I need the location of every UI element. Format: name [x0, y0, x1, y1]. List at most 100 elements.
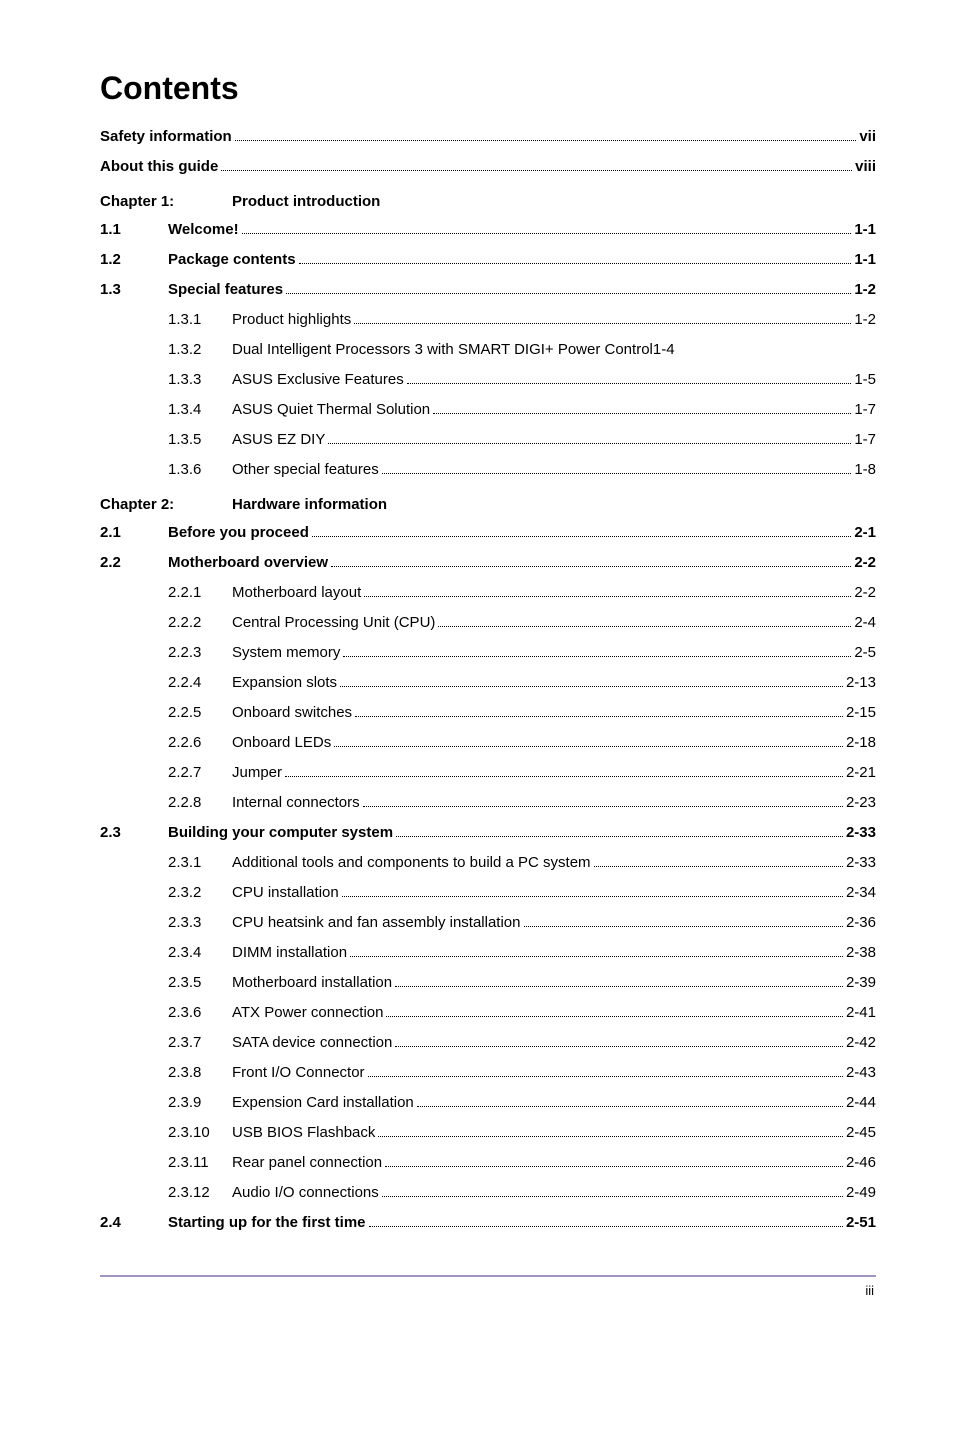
toc-page: 1-4 [653, 338, 675, 362]
toc-label: Additional tools and components to build… [232, 851, 591, 875]
toc-subsection-number: 1.3.5 [168, 428, 232, 452]
toc-page: vii [859, 125, 876, 149]
toc-label: Starting up for the first time [168, 1211, 366, 1235]
chapter-label: Chapter 1: [100, 193, 232, 210]
toc-row: 2.3.7SATA device connection2-42 [100, 1031, 876, 1055]
toc-subsection-number: 2.3.3 [168, 911, 232, 935]
toc-row: 2.2.8Internal connectors2-23 [100, 791, 876, 815]
toc-leader-dots [368, 1076, 843, 1077]
toc-label: Central Processing Unit (CPU) [232, 611, 435, 635]
chapter-label: Chapter 2: [100, 496, 232, 513]
toc-subsection-number: 2.2.6 [168, 731, 232, 755]
toc-label: Jumper [232, 761, 282, 785]
toc-row: 2.2.6Onboard LEDs2-18 [100, 731, 876, 755]
toc-leader-dots [378, 1136, 843, 1137]
toc-label: ASUS EZ DIY [232, 428, 325, 452]
toc-label: Front I/O Connector [232, 1061, 365, 1085]
toc-page: 2-45 [846, 1121, 876, 1145]
toc-label: Safety information [100, 125, 232, 149]
toc-row: 2.2.2Central Processing Unit (CPU) 2-4 [100, 611, 876, 635]
toc-leader-dots [363, 806, 843, 807]
toc-subsection-number: 1.3.2 [168, 338, 232, 362]
toc-leader-dots [354, 323, 851, 324]
toc-label: Expension Card installation [232, 1091, 414, 1115]
toc-leader-dots [382, 473, 852, 474]
toc-label: Expansion slots [232, 671, 337, 695]
toc-row: 1.3Special features1-2 [100, 278, 876, 302]
toc-row: 1.3.4ASUS Quiet Thermal Solution1-7 [100, 398, 876, 422]
toc-label: Audio I/O connections [232, 1181, 379, 1205]
toc-label: ASUS Quiet Thermal Solution [232, 398, 430, 422]
toc-label: Building your computer system [168, 821, 393, 845]
toc-leader-dots [396, 836, 843, 837]
toc-subsection-number: 2.3.10 [168, 1121, 232, 1145]
toc-row: 2.3.1Additional tools and components to … [100, 851, 876, 875]
toc-page: 2-1 [854, 521, 876, 545]
toc-subsection-number: 2.2.5 [168, 701, 232, 725]
toc-page: 2-2 [854, 581, 876, 605]
toc-leader-dots [343, 656, 851, 657]
toc-row: 1.3.3ASUS Exclusive Features1-5 [100, 368, 876, 392]
toc-section-number: 2.3 [100, 821, 168, 845]
toc-row: 2.3.8Front I/O Connector2-43 [100, 1061, 876, 1085]
toc-page: 2-13 [846, 671, 876, 695]
toc-row: 2.3.3CPU heatsink and fan assembly insta… [100, 911, 876, 935]
toc-page: 1-7 [854, 398, 876, 422]
toc-row: 2.2.7Jumper2-21 [100, 761, 876, 785]
toc-row: 2.3.10USB BIOS Flashback2-45 [100, 1121, 876, 1145]
toc-label: Onboard LEDs [232, 731, 331, 755]
toc-page: 1-5 [854, 368, 876, 392]
toc-page: 2-23 [846, 791, 876, 815]
toc-label: About this guide [100, 155, 218, 179]
toc-page: 2-33 [846, 821, 876, 845]
toc-page: 2-15 [846, 701, 876, 725]
toc-leader-dots [350, 956, 843, 957]
toc-leader-dots [369, 1226, 843, 1227]
footer-page-number: iii [100, 1283, 876, 1298]
toc-row: 2.3.6ATX Power connection2-41 [100, 1001, 876, 1025]
toc-subsection-number: 2.3.8 [168, 1061, 232, 1085]
toc-subsection-number: 1.3.1 [168, 308, 232, 332]
toc-row: 2.3.4DIMM installation2-38 [100, 941, 876, 965]
toc-page: 2-4 [854, 611, 876, 635]
toc-leader-dots [395, 1046, 843, 1047]
toc-subsection-number: 2.2.3 [168, 641, 232, 665]
toc-section-number: 1.1 [100, 218, 168, 242]
toc-subsection-number: 2.2.2 [168, 611, 232, 635]
toc-leader-dots [334, 746, 843, 747]
toc-page: 2-34 [846, 881, 876, 905]
toc-page: 2-2 [854, 551, 876, 575]
toc-leader-dots [340, 686, 843, 687]
toc-row: 1.3.5ASUS EZ DIY1-7 [100, 428, 876, 452]
toc-leader-dots [285, 776, 843, 777]
toc-section-number: 2.2 [100, 551, 168, 575]
toc-row: 2.3.5Motherboard installation2-39 [100, 971, 876, 995]
toc-row: 1.2Package contents1-1 [100, 248, 876, 272]
toc-label: Motherboard overview [168, 551, 328, 575]
toc-row: 1.1Welcome!1-1 [100, 218, 876, 242]
page: Contents Safety information viiAbout thi… [0, 0, 954, 1328]
toc-subsection-number: 1.3.6 [168, 458, 232, 482]
toc-section-number: 1.3 [100, 278, 168, 302]
toc-row: 2.1Before you proceed 2-1 [100, 521, 876, 545]
toc-page: 1-1 [854, 248, 876, 272]
toc-page: 2-33 [846, 851, 876, 875]
toc-label: Before you proceed [168, 521, 309, 545]
toc-page: 2-36 [846, 911, 876, 935]
toc-leader-dots [355, 716, 843, 717]
toc-row: About this guide viii [100, 155, 876, 179]
toc-label: Product highlights [232, 308, 351, 332]
toc-row: Safety information vii [100, 125, 876, 149]
chapter-heading: Chapter 1:Product introduction [100, 193, 876, 210]
toc-leader-dots [386, 1016, 843, 1017]
toc-page: 2-41 [846, 1001, 876, 1025]
toc-label: SATA device connection [232, 1031, 392, 1055]
toc-leader-dots [407, 383, 852, 384]
toc-subsection-number: 2.3.5 [168, 971, 232, 995]
toc-subsection-number: 2.3.9 [168, 1091, 232, 1115]
toc-leader-dots [221, 170, 852, 171]
toc-leader-dots [382, 1196, 843, 1197]
toc-section-number: 2.1 [100, 521, 168, 545]
toc-page: 1-2 [854, 278, 876, 302]
toc-subsection-number: 2.3.6 [168, 1001, 232, 1025]
